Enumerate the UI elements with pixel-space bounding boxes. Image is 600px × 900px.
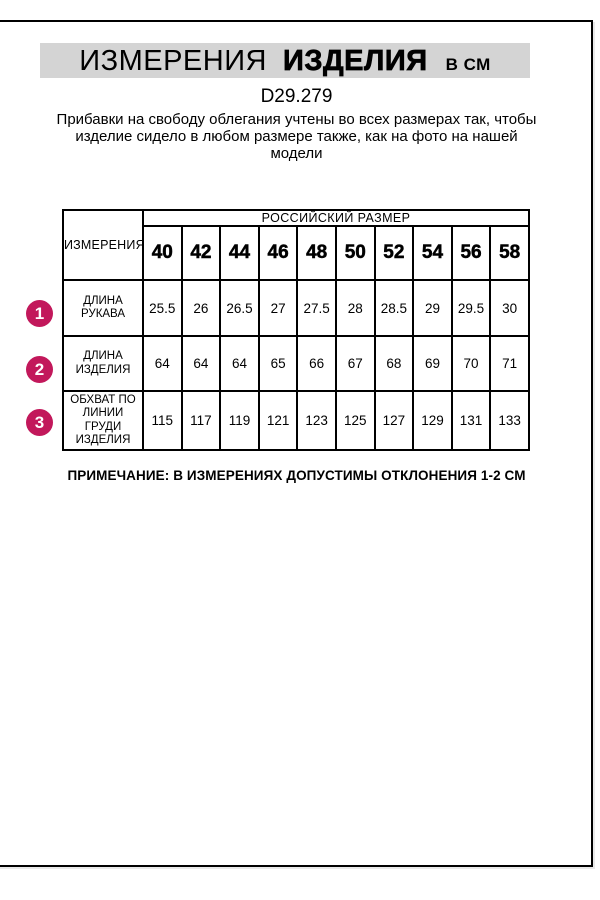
measurement-cell: 121: [257, 390, 299, 451]
measurement-cell: 69: [412, 335, 453, 392]
description-line: модели: [270, 145, 323, 162]
measurement-cell: 119: [219, 390, 260, 451]
measurement-cell: 30: [489, 279, 531, 337]
measurement-cell: 123: [296, 390, 337, 451]
size-header-cell: 46: [257, 225, 299, 281]
size-table: ИЗМЕРЕНИЯ РОССИЙСКИЙ РАЗМЕР 40 42 44 46 …: [62, 209, 531, 451]
size-header-cell: 56: [450, 225, 492, 281]
table-row-chest-girth: ОБХВАТ ПО ЛИНИИ ГРУДИ ИЗДЕЛИЯ 115 117 11…: [62, 390, 531, 451]
size-header-cell: 42: [180, 225, 222, 281]
size-header-row: 40 42 44 46 48 50 52 54 56 58: [63, 225, 531, 281]
measurement-cell: 133: [489, 390, 531, 451]
measurement-cell: 70: [450, 335, 492, 392]
title-word-product: ИЗДЕЛИЯ: [283, 45, 428, 78]
title-word-measurements: ИЗМЕРЕНИЯ: [79, 45, 267, 77]
description-line: Прибавки на свободу облегания учтены во …: [56, 111, 537, 128]
size-header-cell: 48: [296, 225, 337, 281]
measurement-cell: 29: [412, 279, 453, 337]
measurement-cell: 27.5: [296, 279, 337, 337]
title-unit-cm: В СМ: [445, 55, 491, 74]
measurement-cell: 129: [412, 390, 453, 451]
page-frame: [0, 20, 593, 867]
measurement-cell: 115: [142, 390, 183, 451]
size-header-cell: 50: [334, 225, 376, 281]
measurement-cell: 64: [219, 335, 260, 392]
measurement-cell: 28: [334, 279, 376, 337]
measurement-cell: 131: [450, 390, 492, 451]
size-header-cell: 40: [142, 225, 183, 281]
size-group-header: РОССИЙСКИЙ РАЗМЕР: [141, 209, 531, 227]
table-corner-header: ИЗМЕРЕНИЯ: [62, 209, 145, 281]
row-label: ДЛИНА ИЗДЕЛИЯ: [62, 335, 144, 392]
measurement-cell: 26.5: [219, 279, 260, 337]
size-header-cell: 52: [373, 225, 415, 281]
size-header-cell: 44: [219, 225, 260, 281]
title-bar: ИЗМЕРЕНИЯ ИЗДЕЛИЯ В СМ: [40, 43, 530, 78]
measurement-cell: 29.5: [450, 279, 492, 337]
measurement-cell: 127: [373, 390, 415, 451]
measurement-cell: 64: [142, 335, 183, 392]
row-label: ОБХВАТ ПО ЛИНИИ ГРУДИ ИЗДЕЛИЯ: [62, 390, 144, 451]
measurement-cell: 25.5: [142, 279, 183, 337]
measurement-cell: 67: [334, 335, 376, 392]
fit-description: Прибавки на свободу облегания учтены во …: [0, 111, 593, 162]
size-header-cell: 58: [489, 225, 531, 281]
size-header-cell: 54: [412, 225, 453, 281]
description-line: изделие сидело в любом размере также, ка…: [75, 128, 518, 145]
row-marker-1-badge: 1: [26, 300, 53, 327]
measurement-cell: 71: [489, 335, 531, 392]
measurement-cell: 125: [334, 390, 376, 451]
row-label: ДЛИНА РУКАВА: [62, 279, 144, 337]
measurement-cell: 68: [373, 335, 415, 392]
page-content: ИЗМЕРЕНИЯ ИЗДЕЛИЯ В СМ D29.279 Прибавки …: [0, 43, 593, 483]
row-marker-2-badge: 2: [26, 356, 53, 383]
measurement-cell: 65: [257, 335, 299, 392]
measurement-cell: 117: [180, 390, 222, 451]
tolerance-note: ПРИМЕЧАНИЕ: В ИЗМЕРЕНИЯХ ДОПУСТИМЫ ОТКЛО…: [67, 468, 526, 483]
row-marker-3-badge: 3: [26, 409, 53, 436]
measurement-cell: 28.5: [373, 279, 415, 337]
table-row-item-length: ДЛИНА ИЗДЕЛИЯ 64 64 64 65 66 67 68 69 70…: [62, 335, 531, 392]
measurement-cell: 26: [180, 279, 222, 337]
table-row-sleeve-length: ДЛИНА РУКАВА 25.5 26 26.5 27 27.5 28 28.…: [62, 279, 531, 337]
measurement-cell: 66: [296, 335, 337, 392]
measurement-cell: 64: [180, 335, 222, 392]
product-code: D29.279: [260, 86, 333, 107]
measurement-cell: 27: [257, 279, 299, 337]
